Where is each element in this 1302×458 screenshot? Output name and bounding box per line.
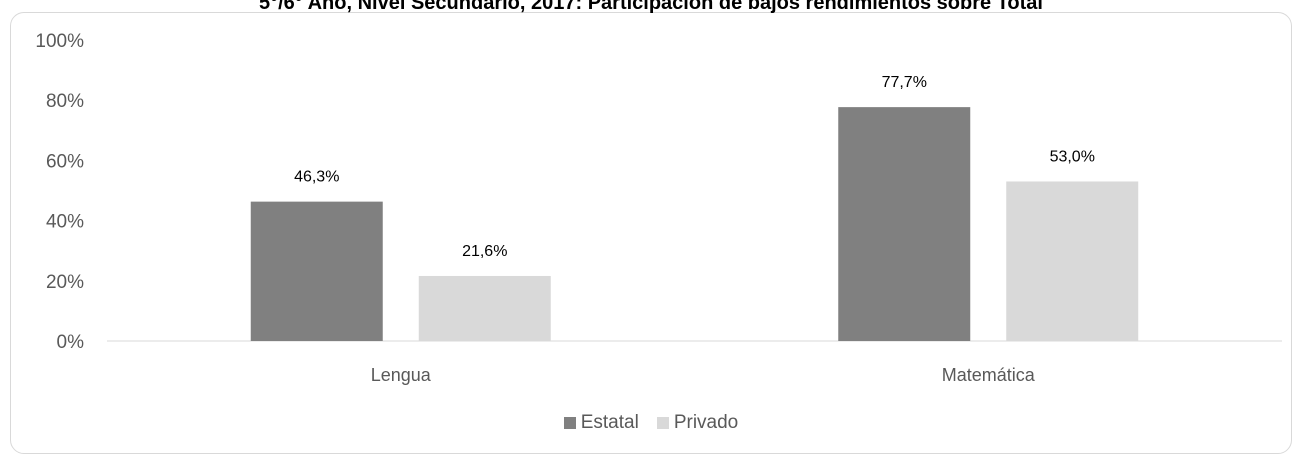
legend-swatch-estatal: [563, 417, 576, 429]
category-label: Matemática: [942, 365, 1036, 385]
bar-privado-1: [1006, 181, 1139, 341]
legend-label-estatal: Estatal: [580, 412, 639, 433]
chart-title: 5°/6° Año, Nivel Secundario, 2017: Parti…: [259, 0, 1043, 14]
y-tick-label: 100%: [35, 31, 84, 52]
category-label: Lengua: [371, 365, 432, 385]
data-label: 77,7%: [882, 74, 927, 91]
y-tick-label: 0%: [57, 332, 85, 353]
y-tick-label: 20%: [46, 272, 84, 293]
y-tick-label: 80%: [46, 91, 84, 112]
data-label: 53,0%: [1050, 148, 1095, 165]
bar-estatal-0: [250, 201, 383, 341]
y-tick-label: 40%: [46, 212, 84, 233]
bar-privado-0: [418, 275, 551, 341]
bar-estatal-1: [838, 107, 971, 341]
data-label: 21,6%: [462, 243, 507, 260]
legend-item-estatal: Estatal: [563, 412, 639, 434]
data-label: 46,3%: [294, 169, 339, 186]
legend: Estatal Privado: [0, 412, 1302, 434]
legend-label-privado: Privado: [673, 412, 739, 433]
legend-item-privado: Privado: [656, 412, 739, 434]
y-tick-label: 60%: [46, 151, 84, 172]
legend-swatch-privado: [656, 417, 669, 429]
